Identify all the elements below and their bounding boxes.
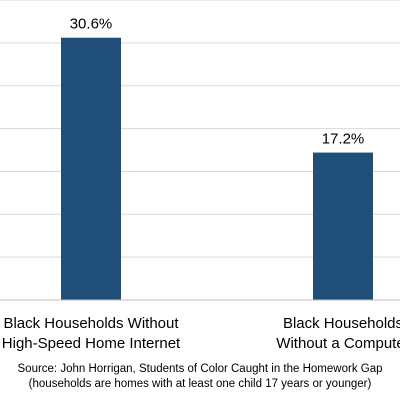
category-label-2-line-1: Black Households	[283, 315, 400, 332]
category-label-2-line-2: Without a Computer	[276, 335, 400, 352]
bar-1	[61, 37, 121, 300]
source-text: Source: John Horrigan, Students of Color…	[18, 363, 383, 375]
category-label-1-line-2: High-Speed Home Internet	[2, 335, 181, 352]
data-label-2: 17.2%	[322, 131, 365, 148]
category-labels: Black Households Without High-Speed Home …	[2, 315, 400, 352]
data-labels: 30.6% 17.2%	[70, 16, 365, 148]
bars	[61, 37, 373, 300]
bar-2	[313, 152, 373, 300]
data-label-1: 30.6%	[70, 16, 113, 33]
source-note: (households are homes with at least one …	[29, 378, 372, 390]
category-label-1-line-1: Black Households Without	[3, 315, 179, 332]
